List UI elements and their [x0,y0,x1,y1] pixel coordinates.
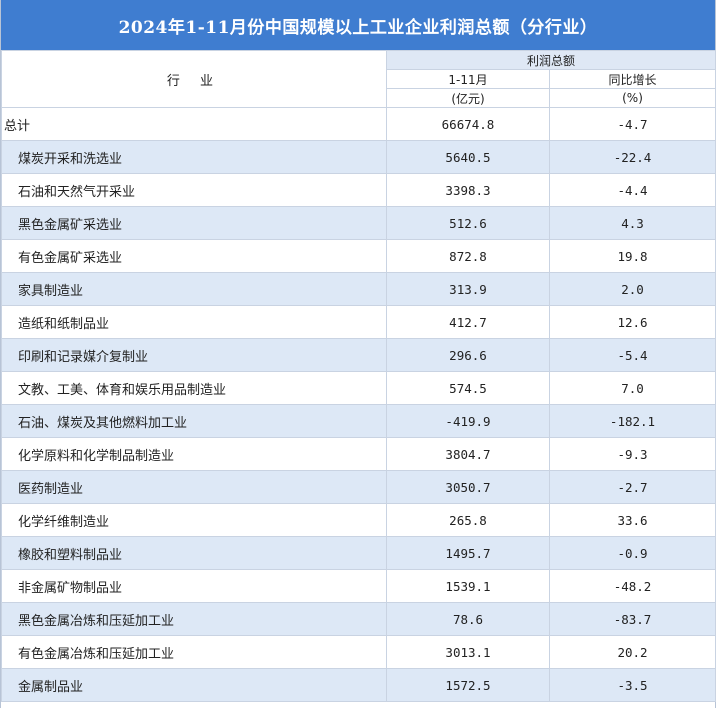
growth-rate: -48.2 [548,569,717,603]
table-body: 总计 66674.8 -4.7 煤炭开采和洗选业 5640.5 -22.4 石油和天然气开采… [1,107,717,702]
profit-amount: 1572.5 [386,668,550,702]
header-period: 1-11月 [386,69,550,89]
industry-name: 家具制造业 [1,272,387,306]
growth-rate: 20.2 [548,635,717,669]
growth-rate: -83.7 [548,602,717,636]
industry-name: 非金属矿物制品业 [1,569,387,603]
table-row: 橡胶和塑料制品业 1495.7 -0.9 [1,536,717,570]
table-row: 印刷和记录媒介复制业 296.6 -5.4 [1,338,717,372]
growth-rate: -22.4 [548,140,717,174]
industry-name: 有色金属矿采选业 [1,239,387,273]
industry-name: 印刷和记录媒介复制业 [1,338,387,372]
industry-name: 石油、煤炭及其他燃料加工业 [1,404,387,438]
industry-name: 有色金属冶炼和压延加工业 [1,635,387,669]
growth-rate: 7.0 [548,371,717,405]
table-row: 煤炭开采和洗选业 5640.5 -22.4 [1,140,717,174]
header-growth: 同比增长 [548,69,717,89]
industry-name: 黑色金属冶炼和压延加工业 [1,602,387,636]
profit-amount: 5640.5 [386,140,550,174]
table-row: 造纸和纸制品业 412.7 12.6 [1,305,717,339]
table-row: 文教、工美、体育和娱乐用品制造业 574.5 7.0 [1,371,717,405]
table-row: 家具制造业 313.9 2.0 [1,272,717,306]
profit-amount: 313.9 [386,272,550,306]
growth-rate: -0.9 [548,536,717,570]
industry-name: 黑色金属矿采选业 [1,206,387,240]
table-row: 总计 66674.8 -4.7 [1,107,717,141]
header-industry: 行 业 [1,50,387,108]
growth-rate: 33.6 [548,503,717,537]
industry-name: 造纸和纸制品业 [1,305,387,339]
growth-rate: 12.6 [548,305,717,339]
industry-name: 石油和天然气开采业 [1,173,387,207]
table-row: 石油、煤炭及其他燃料加工业 -419.9 -182.1 [1,404,717,438]
profit-amount: 512.6 [386,206,550,240]
profit-amount: 412.7 [386,305,550,339]
growth-rate: -4.4 [548,173,717,207]
table-row: 化学纤维制造业 265.8 33.6 [1,503,717,537]
table-row: 黑色金属矿采选业 512.6 4.3 [1,206,717,240]
growth-rate: -5.4 [548,338,717,372]
table-title: 2024年1-11月份中国规模以上工业企业利润总额（分行业） [1,0,715,50]
table-header: 行 业 利润总额 1-11月 同比增长 (亿元) (%) [1,50,717,108]
industry-name: 总计 [1,107,387,141]
profit-amount: 265.8 [386,503,550,537]
growth-rate: 19.8 [548,239,717,273]
industry-name: 煤炭开采和洗选业 [1,140,387,174]
table-row: 非金属矿物制品业 1539.1 -48.2 [1,569,717,603]
header-unit-pct: (%) [548,88,717,108]
industry-name: 金属制品业 [1,668,387,702]
header-profit-total: 利润总额 [385,50,717,70]
profit-amount: 3804.7 [386,437,550,471]
growth-rate: -2.7 [548,470,717,504]
industry-name: 化学原料和化学制品制造业 [1,437,387,471]
growth-rate: -4.7 [548,107,717,141]
industry-name: 化学纤维制造业 [1,503,387,537]
profit-amount: 78.6 [386,602,550,636]
table-row: 医药制造业 3050.7 -2.7 [1,470,717,504]
profit-amount: 1495.7 [386,536,550,570]
profit-amount: 296.6 [386,338,550,372]
profit-amount: 574.5 [386,371,550,405]
growth-rate: -3.5 [548,668,717,702]
table-row: 化学原料和化学制品制造业 3804.7 -9.3 [1,437,717,471]
growth-rate: -9.3 [548,437,717,471]
growth-rate: -182.1 [548,404,717,438]
profit-amount: 66674.8 [386,107,550,141]
profit-amount: 3013.1 [386,635,550,669]
industry-name: 橡胶和塑料制品业 [1,536,387,570]
growth-rate: 2.0 [548,272,717,306]
table-row: 有色金属冶炼和压延加工业 3013.1 20.2 [1,635,717,669]
table-row: 有色金属矿采选业 872.8 19.8 [1,239,717,273]
growth-rate: 4.3 [548,206,717,240]
profit-amount: 3050.7 [386,470,550,504]
table-row: 黑色金属冶炼和压延加工业 78.6 -83.7 [1,602,717,636]
profit-amount: -419.9 [386,404,550,438]
profit-amount: 872.8 [386,239,550,273]
profit-amount: 3398.3 [386,173,550,207]
profit-table: 行 业 利润总额 1-11月 同比增长 (亿元) (%) 总计 66674.8 -4… [1,50,717,702]
header-unit-amount: (亿元) [386,88,550,108]
industry-name: 文教、工美、体育和娱乐用品制造业 [1,371,387,405]
profit-amount: 1539.1 [386,569,550,603]
industry-name: 医药制造业 [1,470,387,504]
table-row: 金属制品业 1572.5 -3.5 [1,668,717,702]
table-row: 石油和天然气开采业 3398.3 -4.4 [1,173,717,207]
